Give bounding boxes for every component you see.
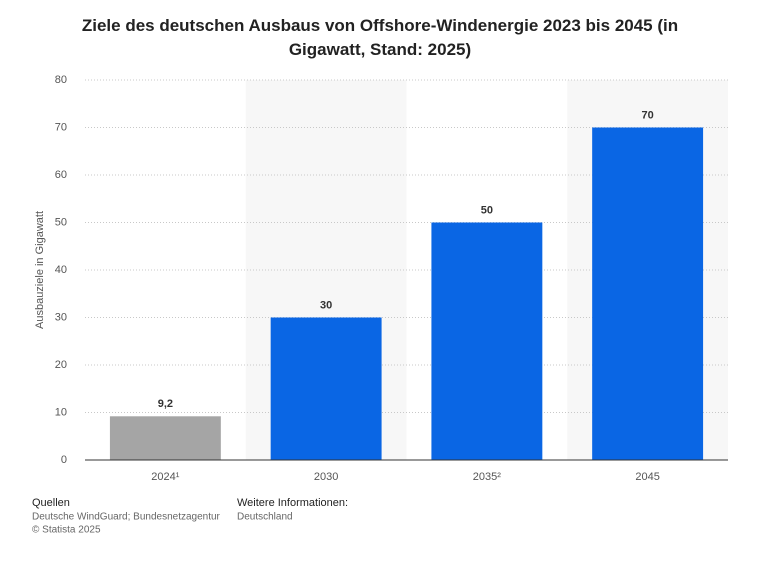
x-tick-label: 2030 [314,471,338,483]
info-title: Weitere Informationen: [237,497,348,509]
bar [592,127,704,460]
chart-title: Ziele des deutschen Ausbaus von Offshore… [81,16,679,59]
value-label: 30 [320,299,332,311]
y-tick-label: 80 [55,74,67,86]
bar [431,222,543,460]
bar [109,416,221,460]
y-tick-label: 60 [55,169,67,181]
value-label: 70 [642,109,654,121]
x-tick-label: 2024¹ [151,471,179,483]
bar [270,317,382,460]
y-tick-label: 30 [55,311,67,323]
x-tick-label: 2045 [635,471,659,483]
x-tick-label: 2035² [473,471,501,483]
y-axis-title: Ausbauziele in Gigawatt [34,211,46,329]
value-label: 9,2 [158,398,173,410]
sources-title: Quellen [32,497,70,509]
value-label: 50 [481,204,493,216]
y-tick-label: 20 [55,359,67,371]
y-tick-label: 40 [55,264,67,276]
y-tick-label: 10 [55,406,67,418]
y-tick-label: 50 [55,216,67,228]
y-tick-label: 0 [61,454,67,466]
y-tick-label: 70 [55,121,67,133]
sources: Deutsche WindGuard; Bundesnetzagentur [32,512,221,523]
copyright: © Statista 2025 [32,525,101,536]
info: Deutschland [237,512,293,523]
